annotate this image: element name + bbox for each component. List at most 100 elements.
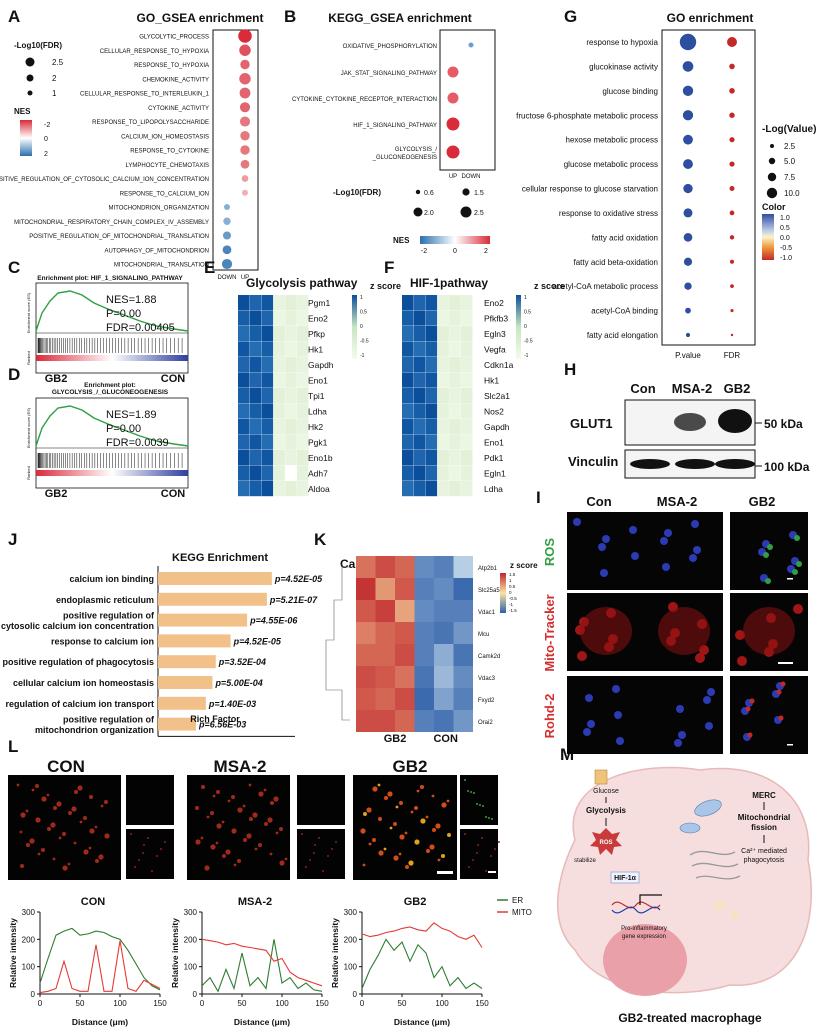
panel-l-signal — [164, 841, 166, 843]
panel-e-cell — [297, 434, 309, 450]
panel-g-fdr-dot — [729, 63, 735, 70]
panel-l-signal — [221, 820, 225, 824]
panel-e-scale-label: 0 — [360, 324, 363, 330]
panel-k-cell — [414, 688, 434, 710]
panel-e-cell — [249, 295, 262, 311]
panel-l-signal — [58, 836, 62, 840]
panel-g-pvalue-dot — [683, 183, 693, 194]
panel-i-nucleus — [660, 537, 668, 545]
panel-f-cell — [413, 357, 426, 373]
panel-a-term-label: LYMPHOCYTE_CHEMOTAXIS — [126, 163, 209, 169]
panel-f-scale-label: -1 — [524, 353, 529, 359]
panel-g-color-legend-title: Color — [762, 202, 786, 212]
panel-a-term-label: CALCIUM_ION_HOMEOSTASIS — [121, 134, 209, 140]
panel-k-cell — [453, 600, 473, 622]
panel-k-scale-label: -1.5 — [509, 608, 517, 613]
panel-g-frame — [661, 29, 756, 346]
panel-e-cell — [297, 388, 309, 404]
panel-l-ytick-label: 100 — [344, 963, 358, 972]
panel-k-dendrogram — [325, 566, 350, 721]
panel-f-row-label: Gapdh — [484, 422, 510, 432]
panel-i-signal — [794, 535, 800, 541]
panel-d-ylabel: Enrichment score (ES) — [26, 407, 31, 448]
panel-b-size-legend-dot — [462, 188, 470, 196]
panel-l-signal — [314, 844, 316, 846]
panel-e-cell — [297, 341, 309, 357]
panel-e-cell — [285, 372, 297, 388]
panel-b-dot — [447, 66, 459, 78]
panel-f-cell — [449, 388, 461, 404]
panel-e-cell — [261, 295, 274, 311]
panel-j-bar — [158, 613, 248, 627]
panel-l-ytick-label: 0 — [31, 990, 36, 999]
panel-l-merge-image — [187, 775, 290, 880]
panel-i-signal — [792, 569, 798, 575]
panel-e-cell — [249, 341, 262, 357]
panel-l-ylabel: Relative intensity — [8, 918, 18, 988]
panel-l-signal — [389, 826, 393, 830]
panel-j-category-label: positive regulation of — [63, 714, 155, 724]
panel-m-merc: MERC — [752, 791, 776, 800]
panel-k-row-label: Vdac3 — [478, 676, 496, 682]
panel-letter-K: K — [314, 530, 327, 549]
panel-j-bar — [158, 592, 267, 606]
panel-h-column-label: MSA-2 — [672, 381, 712, 396]
panel-g-pvalue-dot — [682, 110, 694, 121]
panel-i-nucleus — [600, 569, 608, 577]
panel-l-legend-mito: MITO — [512, 908, 532, 917]
panel-f-cell — [449, 295, 461, 311]
panel-f-cell — [402, 419, 414, 435]
panel-l-signal — [231, 795, 235, 799]
panel-l-signal — [387, 791, 393, 797]
panel-l-signal — [71, 806, 77, 812]
panel-l-signal — [35, 817, 41, 823]
panel-e-scale-label: -1 — [360, 353, 365, 359]
panel-l-scalebar — [488, 871, 496, 873]
panel-e-cell — [249, 450, 262, 466]
panel-k-row-label: Mcu — [478, 632, 489, 638]
panel-l-signal — [62, 832, 66, 836]
panel-i-scalebar — [787, 578, 793, 580]
panel-l-er-image — [460, 775, 498, 825]
panel-l-signal — [46, 793, 50, 797]
panel-i-nucleus — [614, 711, 622, 719]
panel-f-row-label: Nos2 — [484, 407, 504, 417]
panel-l-signal — [225, 849, 231, 855]
panel-k-cell — [356, 710, 376, 732]
panel-h-row-label: Vinculin — [568, 454, 618, 469]
panel-l-signal — [425, 815, 429, 819]
panel-e-cell — [273, 403, 285, 419]
panel-k-xlabel: CON — [433, 733, 458, 745]
panel-l-signal — [410, 810, 414, 814]
panel-g-fdr-dot — [730, 284, 734, 289]
panel-l-series-er — [201, 939, 323, 993]
panel-l-signal — [151, 870, 153, 872]
panel-a-xtick: UP — [241, 275, 249, 281]
panel-g-fdr-dot — [730, 333, 734, 337]
panel-l-signal — [95, 859, 99, 863]
panel-l-signal — [37, 852, 41, 856]
panel-k-cell — [356, 666, 376, 688]
panel-f-cell — [461, 372, 473, 388]
panel-k-cell — [395, 622, 415, 644]
panel-l-series-mito — [201, 938, 323, 987]
panel-e-cell — [273, 388, 285, 404]
panel-a-dot — [239, 44, 251, 56]
panel-f-scale-label: -0.5 — [524, 339, 533, 345]
panel-a-term-label: RESPONSE_TO_CYTOKINE — [130, 149, 209, 155]
panel-f-cell — [449, 419, 461, 435]
panel-i-signal — [796, 561, 802, 567]
panel-f-cell — [402, 450, 414, 466]
panel-i-nucleus — [678, 731, 686, 739]
panel-f-row-label: Cdkn1a — [484, 360, 514, 370]
panel-l-signal — [479, 804, 481, 806]
panel-f-zlabel: z score — [534, 281, 565, 291]
panel-i-column-label: GB2 — [749, 494, 776, 509]
panel-e-cell — [285, 403, 297, 419]
panel-l-ytick-label: 200 — [344, 935, 358, 944]
panel-l-er-image — [126, 775, 174, 825]
panel-j-value-label: p=6.56E-03 — [198, 720, 246, 730]
panel-d-es-curve — [35, 405, 189, 447]
panel-a-dot — [223, 203, 231, 211]
panel-b-frame — [439, 29, 496, 171]
